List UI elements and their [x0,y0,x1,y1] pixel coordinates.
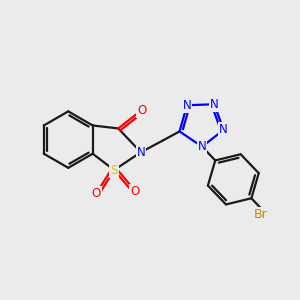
Text: N: N [198,140,206,153]
Text: N: N [136,146,145,159]
Text: O: O [92,187,101,200]
Text: N: N [183,99,191,112]
Text: S: S [110,164,118,177]
Text: Br: Br [254,208,268,221]
Text: N: N [219,123,228,136]
Text: O: O [137,104,147,117]
Text: N: N [210,98,219,111]
Text: O: O [130,185,140,198]
